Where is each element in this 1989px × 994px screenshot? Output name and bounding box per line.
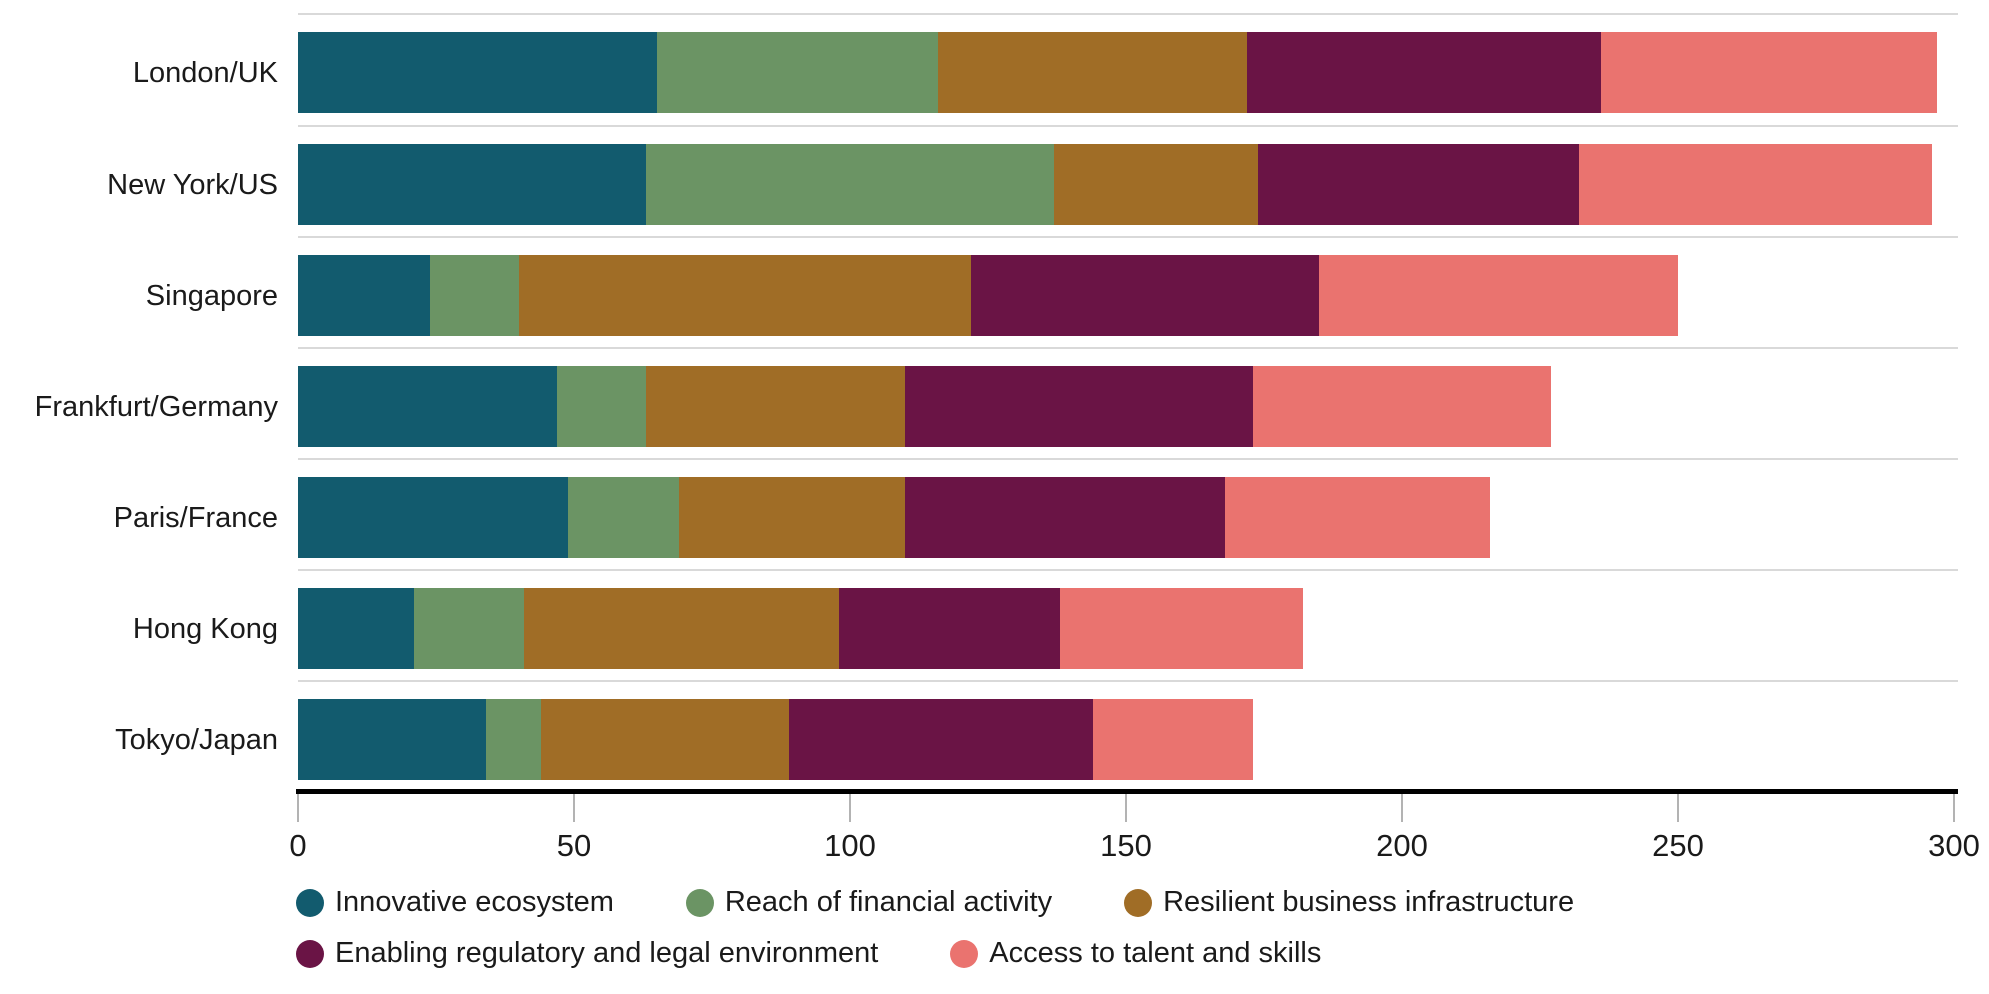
x-axis-tick xyxy=(297,794,299,822)
bar-segment-enabling-regulatory-and-legal-environment xyxy=(789,699,1093,780)
category-label: Paris/France xyxy=(113,501,278,534)
bar-segment-enabling-regulatory-and-legal-environment xyxy=(971,255,1320,336)
x-axis-tick xyxy=(849,794,851,822)
bar-segment-enabling-regulatory-and-legal-environment xyxy=(1247,32,1601,113)
x-axis-tick-label: 250 xyxy=(1652,828,1704,863)
x-axis-tick xyxy=(1125,794,1127,822)
bar-row xyxy=(298,366,1954,447)
bar-segment-reach-of-financial-activity xyxy=(557,366,646,447)
legend-swatch-icon xyxy=(1124,888,1153,917)
bar-segment-innovative-ecosystem xyxy=(298,366,558,447)
x-axis-tick xyxy=(1677,794,1679,822)
bar-segment-reach-of-financial-activity xyxy=(485,699,541,780)
legend-item: Resilient business infrastructure xyxy=(1124,886,1574,919)
category-label: Singapore xyxy=(145,279,278,312)
bar-segment-enabling-regulatory-and-legal-environment xyxy=(838,588,1060,669)
legend-item: Innovative ecosystem xyxy=(296,886,614,919)
row-separator xyxy=(298,125,1958,127)
bar-segment-access-to-talent-and-skills xyxy=(1578,144,1932,225)
bar-segment-reach-of-financial-activity xyxy=(656,32,939,113)
x-axis-tick-label: 0 xyxy=(289,828,307,863)
legend-swatch-icon xyxy=(296,888,324,917)
legend-item: Access to talent and skills xyxy=(950,937,1321,970)
category-label: Frankfurt/Germany xyxy=(34,390,278,423)
bar-row xyxy=(298,32,1954,113)
legend-label: Enabling regulatory and legal environmen… xyxy=(335,937,879,970)
bar-segment-resilient-business-infrastructure xyxy=(678,477,906,558)
legend-item: Enabling regulatory and legal environmen… xyxy=(296,937,878,970)
legend-label: Resilient business infrastructure xyxy=(1163,886,1575,918)
bar-row xyxy=(298,588,1954,669)
category-label: New York/US xyxy=(107,168,278,201)
bar-segment-access-to-talent-and-skills xyxy=(1059,588,1303,669)
legend-item: Reach of financial activity xyxy=(685,886,1053,919)
row-separator xyxy=(298,680,1958,682)
legend-label: Innovative ecosystem xyxy=(335,886,614,918)
x-axis-tick-label: 50 xyxy=(556,828,592,863)
bar-segment-innovative-ecosystem xyxy=(298,32,657,113)
row-separator xyxy=(298,236,1958,238)
x-axis-line xyxy=(296,789,1958,794)
row-separator xyxy=(298,347,1958,349)
row-separator xyxy=(298,13,1958,15)
row-separator xyxy=(298,569,1958,571)
bar-segment-access-to-talent-and-skills xyxy=(1600,32,1938,113)
bar-segment-resilient-business-infrastructure xyxy=(1054,144,1259,225)
bar-segment-reach-of-financial-activity xyxy=(645,144,1055,225)
x-axis-tick-label: 200 xyxy=(1376,828,1428,863)
bar-segment-access-to-talent-and-skills xyxy=(1092,699,1253,780)
legend-label: Access to talent and skills xyxy=(989,937,1322,970)
bar-row xyxy=(298,144,1954,225)
category-label: Hong Kong xyxy=(132,612,278,645)
legend-label: Reach of financial activity xyxy=(724,886,1053,918)
category-label: London/UK xyxy=(132,56,278,89)
bar-segment-innovative-ecosystem xyxy=(298,144,646,225)
bar-segment-reach-of-financial-activity xyxy=(568,477,679,558)
bar-row xyxy=(298,699,1954,780)
bar-segment-innovative-ecosystem xyxy=(298,699,486,780)
category-label: Tokyo/Japan xyxy=(115,723,278,756)
bar-segment-resilient-business-infrastructure xyxy=(524,588,839,669)
legend-swatch-icon xyxy=(685,888,714,917)
bar-segment-innovative-ecosystem xyxy=(298,477,569,558)
bar-segment-access-to-talent-and-skills xyxy=(1225,477,1491,558)
bar-segment-access-to-talent-and-skills xyxy=(1252,366,1552,447)
x-axis-tick xyxy=(573,794,575,822)
bar-segment-reach-of-financial-activity xyxy=(430,255,519,336)
bar-segment-access-to-talent-and-skills xyxy=(1319,255,1678,336)
bar-segment-resilient-business-infrastructure xyxy=(938,32,1248,113)
x-axis-tick-label: 100 xyxy=(824,828,876,863)
bar-segment-enabling-regulatory-and-legal-environment xyxy=(905,477,1226,558)
bar-segment-resilient-business-infrastructure xyxy=(518,255,972,336)
bar-row xyxy=(298,477,1954,558)
bar-segment-innovative-ecosystem xyxy=(298,255,431,336)
legend-swatch-icon xyxy=(296,940,324,969)
row-separator xyxy=(298,458,1958,460)
x-axis-tick-label: 300 xyxy=(1928,828,1980,863)
bar-segment-resilient-business-infrastructure xyxy=(645,366,906,447)
bar-segment-enabling-regulatory-and-legal-environment xyxy=(1258,144,1579,225)
bar-row xyxy=(298,255,1954,336)
x-axis-tick xyxy=(1953,794,1955,822)
bar-segment-reach-of-financial-activity xyxy=(413,588,525,669)
bar-segment-innovative-ecosystem xyxy=(298,588,414,669)
legend: Innovative ecosystem Reach of financial a… xyxy=(296,886,1796,971)
bar-segment-enabling-regulatory-and-legal-environment xyxy=(905,366,1253,447)
legend-swatch-icon xyxy=(950,940,979,969)
x-axis-tick-label: 150 xyxy=(1100,828,1152,863)
bar-segment-resilient-business-infrastructure xyxy=(540,699,790,780)
x-axis-tick xyxy=(1401,794,1403,822)
